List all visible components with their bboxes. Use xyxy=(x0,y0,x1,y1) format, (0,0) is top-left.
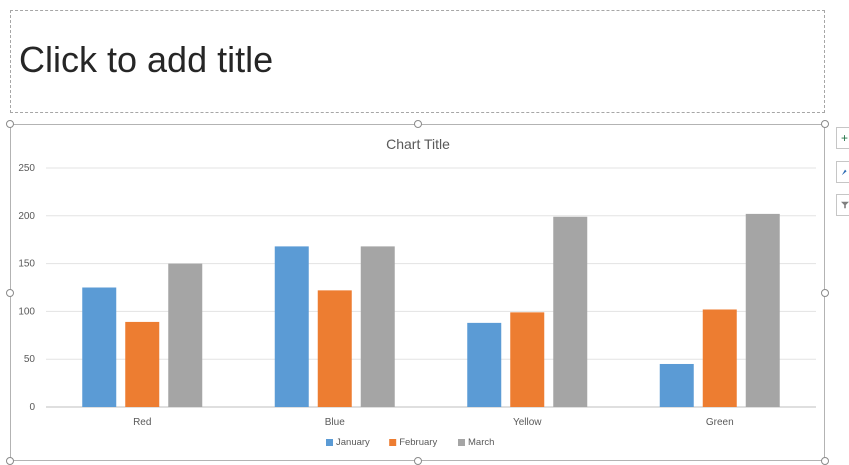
brush-icon xyxy=(841,169,847,176)
resize-handle-top-left[interactable] xyxy=(6,120,14,128)
chart-frame[interactable]: Chart Title 0 50 100 150 200 250 Red Blue Yello… xyxy=(10,124,825,461)
bar-february-green[interactable] xyxy=(702,309,737,407)
slide-title-text: Click to add title xyxy=(19,39,274,80)
chart-elements-button[interactable]: + xyxy=(836,127,849,149)
chart-svg: Chart Title 0 50 100 150 200 250 Red Blue Yello… xyxy=(18,136,816,448)
bar-march-blue[interactable] xyxy=(360,246,395,407)
bar-march-yellow[interactable] xyxy=(553,216,588,407)
resize-handle-top-middle[interactable] xyxy=(414,120,422,128)
y-tick-label: 50 xyxy=(24,354,36,365)
x-tick-label: Green xyxy=(706,417,734,428)
bar-february-blue[interactable] xyxy=(317,290,352,407)
legend-label[interactable]: March xyxy=(468,437,494,448)
bar-february-yellow[interactable] xyxy=(510,312,545,407)
legend-swatch xyxy=(389,439,397,446)
bar-february-red[interactable] xyxy=(125,321,160,407)
x-tick-label: Yellow xyxy=(513,417,542,428)
legend-swatch xyxy=(458,439,465,446)
bar-march-red[interactable] xyxy=(168,263,203,407)
chart-styles-button[interactable] xyxy=(836,161,849,183)
bar-january-red[interactable] xyxy=(82,287,117,408)
x-tick-label: Blue xyxy=(325,417,345,428)
bar-january-green[interactable] xyxy=(659,363,694,407)
y-tick-label: 100 xyxy=(18,306,35,317)
y-tick-label: 0 xyxy=(29,402,35,413)
chart-title[interactable]: Chart Title xyxy=(386,136,450,152)
chart-filters-button[interactable] xyxy=(836,194,849,216)
legend-swatch xyxy=(326,439,333,446)
y-tick-label: 200 xyxy=(18,211,35,222)
resize-handle-bottom-right[interactable] xyxy=(821,457,829,465)
resize-handle-middle-right[interactable] xyxy=(821,289,829,297)
resize-handle-bottom-left[interactable] xyxy=(6,457,14,465)
y-tick-label: 250 xyxy=(18,163,35,174)
resize-handle-top-right[interactable] xyxy=(821,120,829,128)
bar-january-blue[interactable] xyxy=(274,246,309,407)
bar-march-green[interactable] xyxy=(745,213,780,407)
plus-icon: + xyxy=(841,131,849,145)
legend-label[interactable]: January xyxy=(336,437,370,448)
filter-icon xyxy=(841,201,849,209)
y-tick-label: 150 xyxy=(18,259,35,270)
x-tick-label: Red xyxy=(133,417,151,428)
resize-handle-middle-left[interactable] xyxy=(6,289,14,297)
legend-label[interactable]: February xyxy=(399,437,437,448)
slide-title-placeholder[interactable]: Click to add title xyxy=(10,10,825,113)
resize-handle-bottom-middle[interactable] xyxy=(414,457,422,465)
bar-january-yellow[interactable] xyxy=(467,322,502,407)
